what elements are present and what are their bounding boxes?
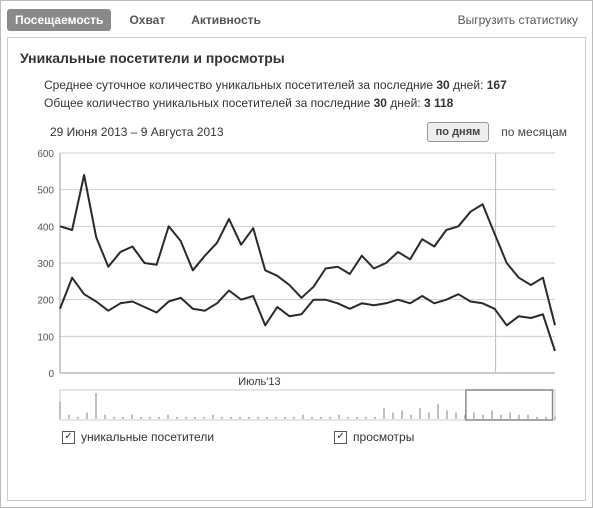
svg-text:500: 500 xyxy=(37,186,54,197)
stat-text: дней: xyxy=(450,78,487,92)
legend: ✓ уникальные посетители ✓ просмотры xyxy=(20,422,573,444)
stat-bold: 30 xyxy=(436,78,449,92)
svg-text:Июль'13: Июль'13 xyxy=(238,376,280,388)
legend-label: просмотры xyxy=(353,430,414,444)
line-chart[interactable]: 0 100 200 300 400 500 600 Июль'13 xyxy=(20,148,560,388)
chart-wrap: 0 100 200 300 400 500 600 Июль'13 xyxy=(20,148,573,422)
stat-line-total: Общее количество уникальных посетителей … xyxy=(44,94,573,112)
stat-text: дней: xyxy=(387,96,424,110)
checkbox-icon: ✓ xyxy=(62,431,75,444)
tab-activity[interactable]: Активность xyxy=(183,9,269,31)
svg-text:600: 600 xyxy=(37,149,54,160)
svg-text:300: 300 xyxy=(37,259,54,270)
stat-value: 3 118 xyxy=(424,96,453,110)
panel-title: Уникальные посетители и просмотры xyxy=(20,50,573,66)
topbar: Посещаемость Охват Активность Выгрузить … xyxy=(7,7,586,37)
stat-text: Среднее суточное количество уникальных п… xyxy=(44,78,436,92)
by-day-button[interactable]: по дням xyxy=(427,122,490,142)
svg-text:0: 0 xyxy=(48,369,54,380)
date-range-label: 29 Июня 2013 – 9 Августа 2013 xyxy=(50,125,224,139)
by-month-link[interactable]: по месяцам xyxy=(501,125,567,139)
svg-text:100: 100 xyxy=(37,332,54,343)
tab-reach[interactable]: Охват xyxy=(121,9,173,31)
svg-text:200: 200 xyxy=(37,296,54,307)
app-frame: Посещаемость Охват Активность Выгрузить … xyxy=(0,0,593,508)
tabs: Посещаемость Охват Активность xyxy=(7,9,269,31)
stat-text: Общее количество уникальных посетителей … xyxy=(44,96,374,110)
legend-label: уникальные посетители xyxy=(81,430,214,444)
overview-chart[interactable] xyxy=(20,388,560,422)
summary-stats: Среднее суточное количество уникальных п… xyxy=(20,76,573,112)
svg-text:400: 400 xyxy=(37,222,54,233)
checkbox-icon: ✓ xyxy=(334,431,347,444)
range-row: 29 Июня 2013 – 9 Августа 2013 по дням по… xyxy=(20,122,573,148)
stat-value: 167 xyxy=(487,78,507,92)
granularity-toggle: по дням по месяцам xyxy=(427,122,567,142)
stat-bold: 30 xyxy=(374,96,387,110)
legend-views[interactable]: ✓ просмотры xyxy=(334,430,414,444)
legend-uniques[interactable]: ✓ уникальные посетители xyxy=(62,430,214,444)
tab-visits[interactable]: Посещаемость xyxy=(7,9,111,31)
stats-panel: Уникальные посетители и просмотры Средне… xyxy=(7,37,586,501)
export-stats-link[interactable]: Выгрузить статистику xyxy=(458,13,582,27)
stat-line-avg: Среднее суточное количество уникальных п… xyxy=(44,76,573,94)
